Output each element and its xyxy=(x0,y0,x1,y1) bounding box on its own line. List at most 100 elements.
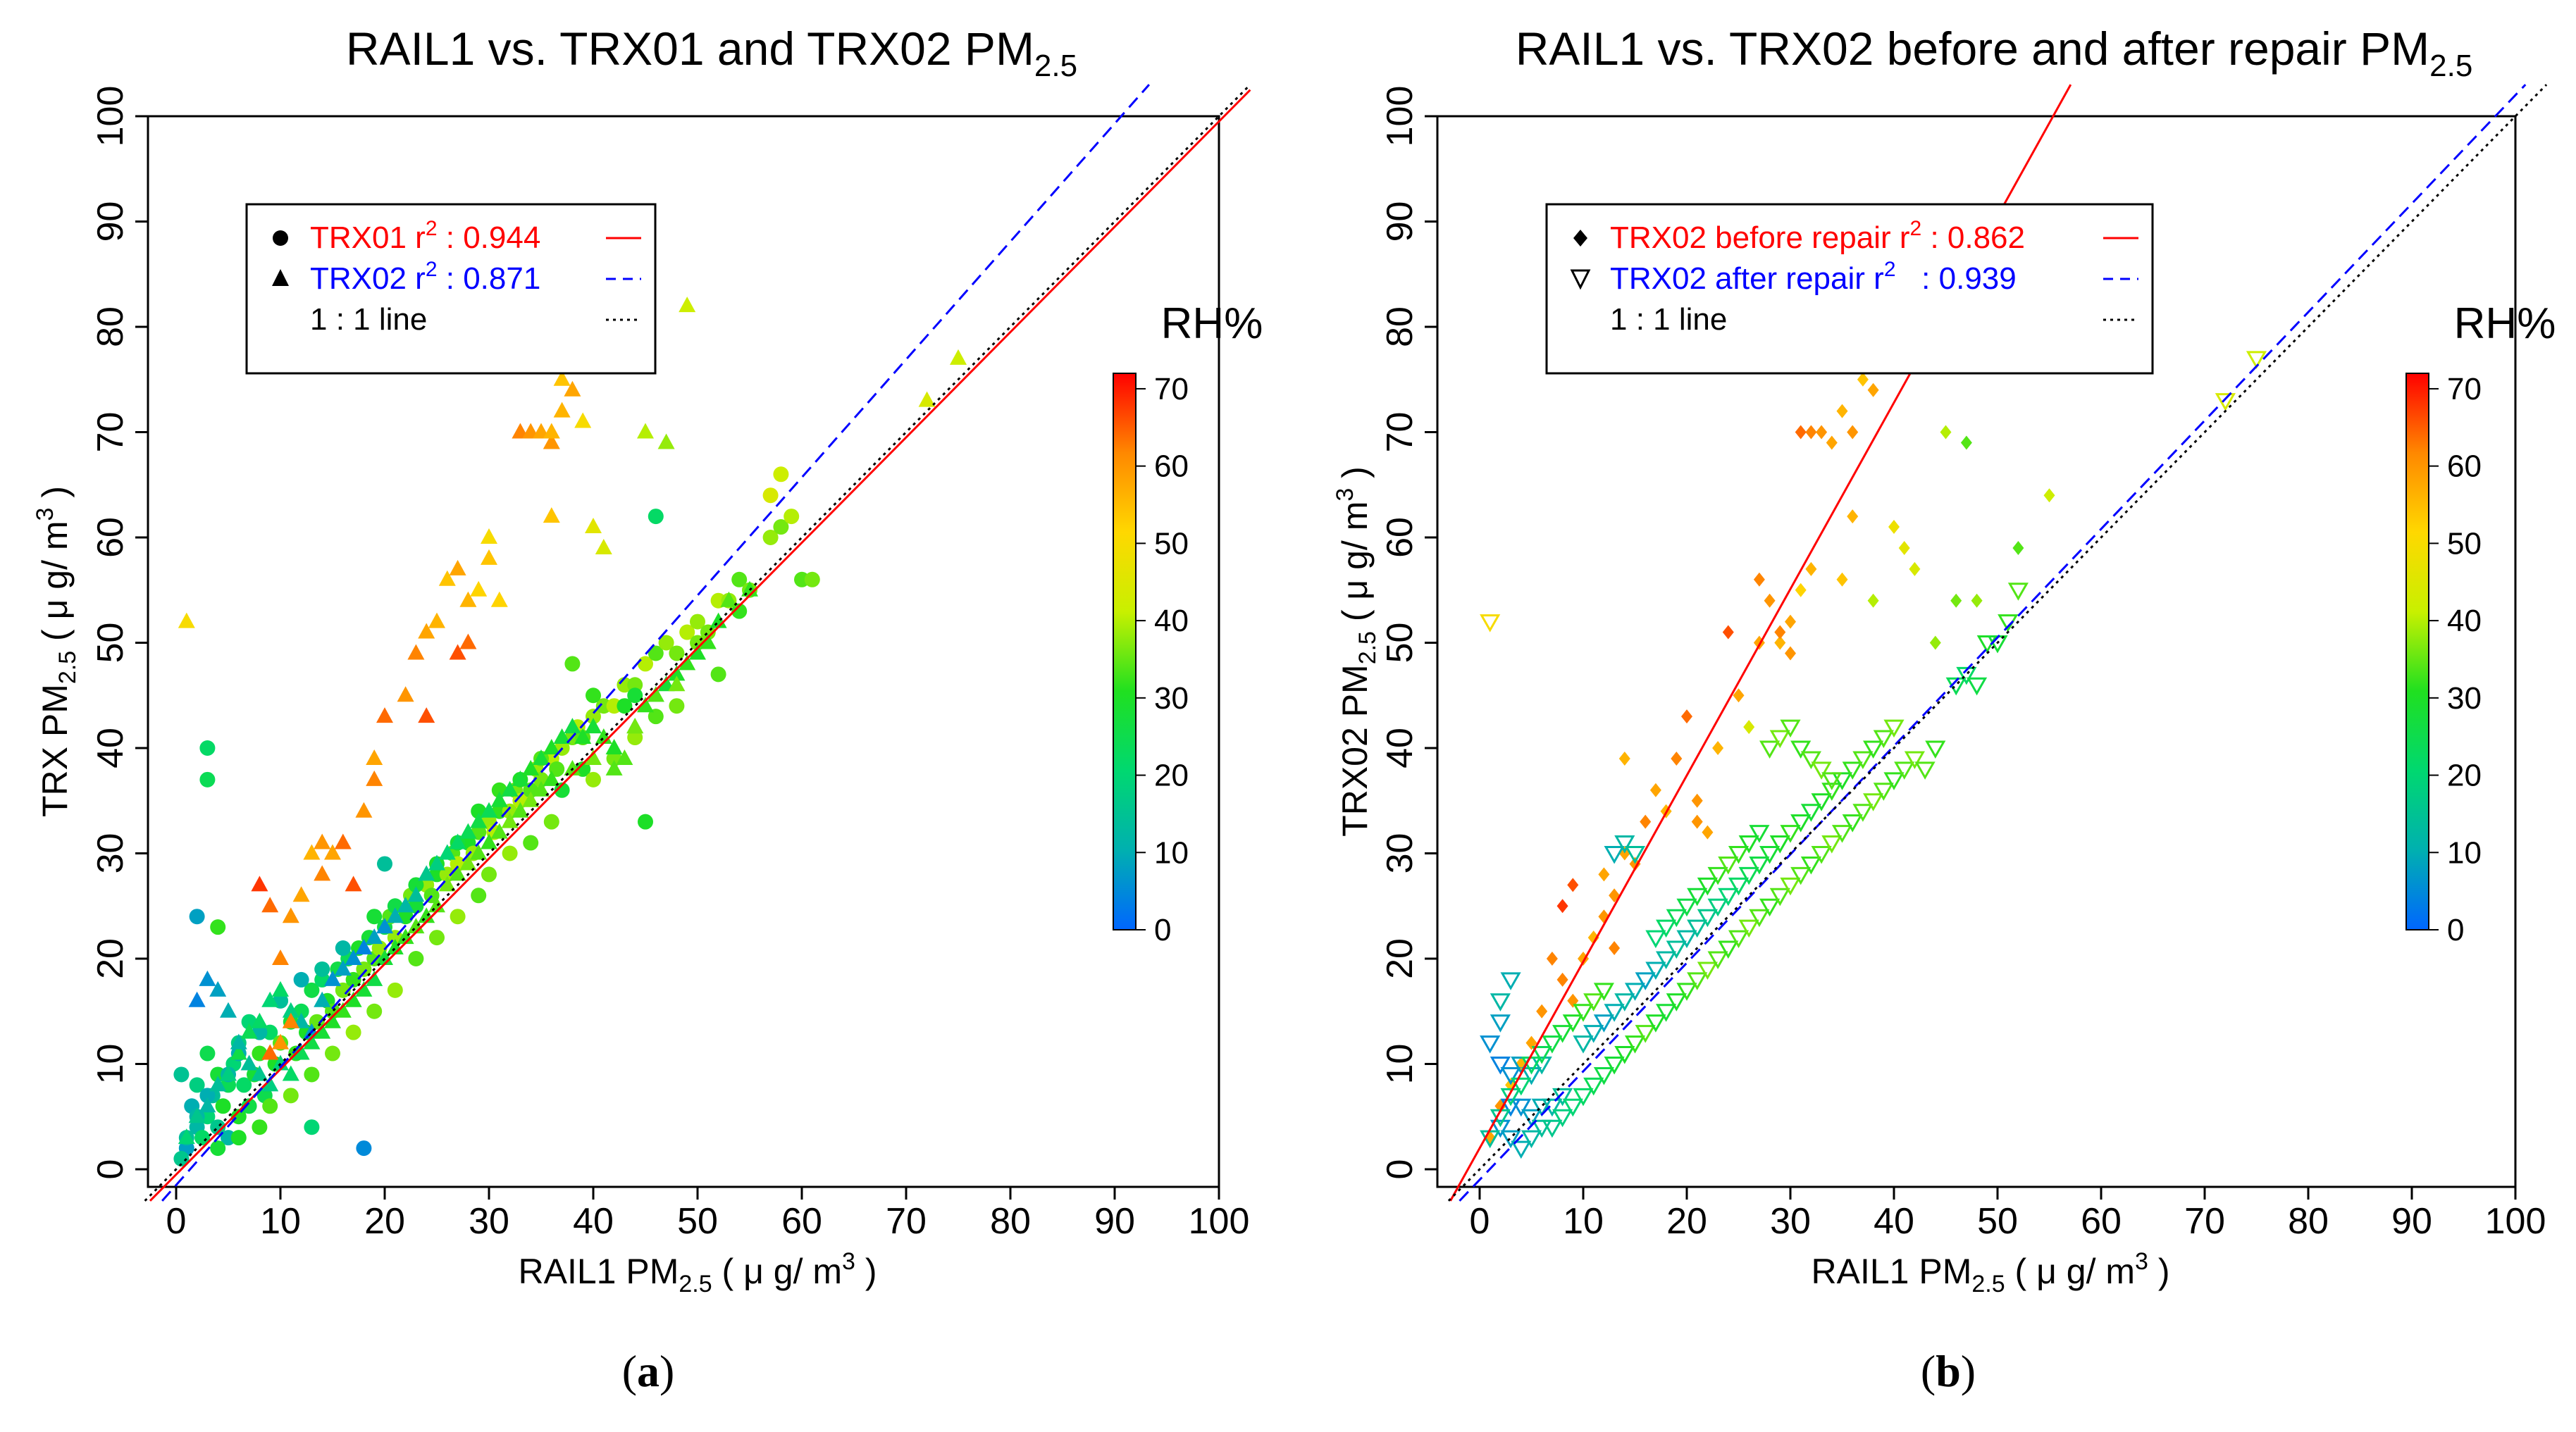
point-trx02-after-repair xyxy=(1749,856,1770,875)
point-trx02-before-repair xyxy=(1888,520,1900,535)
panel-b: RAIL1 vs. TRX02 before and after repair … xyxy=(1332,23,2556,1396)
point-trx02 xyxy=(449,644,466,660)
point-trx02 xyxy=(481,802,497,818)
point-trx02-after-repair xyxy=(1749,825,1770,843)
point-trx01 xyxy=(199,1088,216,1104)
x-axis-a: 0 10 20 30 40 50 60 70 80 90 100 xyxy=(166,1187,1249,1242)
point-trx01 xyxy=(345,1024,361,1040)
point-trx02 xyxy=(501,812,519,828)
point-trx02 xyxy=(386,907,404,923)
point-trx01 xyxy=(638,814,653,830)
x-tick-label: 100 xyxy=(2485,1201,2546,1242)
point-trx02-before-repair xyxy=(1702,825,1714,840)
point-trx02 xyxy=(282,1002,299,1018)
point-trx02-after-repair xyxy=(1780,877,1801,896)
fit-line xyxy=(1447,84,2548,1202)
point-trx02 xyxy=(178,612,195,628)
point-trx02 xyxy=(355,980,373,997)
colorbar-tick-label: 60 xyxy=(2447,449,2482,484)
point-trx02 xyxy=(355,802,373,818)
x-tick-label: 80 xyxy=(990,1201,1031,1242)
point-trx02-before-repair xyxy=(1795,425,1807,440)
point-trx02-before-repair xyxy=(1712,741,1724,755)
point-trx01 xyxy=(471,888,487,904)
point-trx02-before-repair xyxy=(1774,635,1786,650)
point-trx02-after-repair xyxy=(1738,866,1759,885)
point-trx02 xyxy=(282,907,299,923)
point-trx02 xyxy=(470,580,488,597)
point-trx02-after-repair xyxy=(1707,951,1728,970)
point-trx02-before-repair xyxy=(1816,425,1828,440)
y-tick-label: 0 xyxy=(90,1159,131,1180)
point-trx02-after-repair xyxy=(1500,1130,1521,1149)
point-trx02 xyxy=(188,1107,206,1123)
point-trx02 xyxy=(272,950,289,965)
point-trx02 xyxy=(407,886,425,902)
point-trx02-after-repair xyxy=(1780,825,1801,843)
point-trx02 xyxy=(605,759,623,776)
point-trx02-before-repair xyxy=(1805,425,1817,440)
legend-label: 1 : 1 line xyxy=(310,302,427,337)
point-trx01 xyxy=(335,940,351,957)
point-trx02-after-repair xyxy=(1873,783,1894,801)
point-trx01 xyxy=(627,687,643,704)
point-trx02-before-repair xyxy=(1753,572,1765,587)
y-tick-label: 10 xyxy=(1380,1044,1420,1085)
point-trx02-after-repair xyxy=(1831,772,1853,790)
point-trx01 xyxy=(173,1066,190,1083)
point-trx02-after-repair xyxy=(1863,793,1884,811)
point-trx02-after-repair xyxy=(1863,740,1884,759)
point-trx02 xyxy=(657,433,675,449)
point-trx01 xyxy=(502,845,518,861)
point-trx01 xyxy=(690,614,705,630)
panel-a: RAIL1 vs. TRX01 and TRX02 PM2.5 0 10 20 30 4… xyxy=(32,23,1263,1396)
y-tick-label: 60 xyxy=(1380,517,1420,558)
point-trx01 xyxy=(429,930,445,946)
point-trx02 xyxy=(605,739,623,754)
point-trx02 xyxy=(251,1012,268,1028)
point-trx02 xyxy=(470,812,488,828)
point-trx02 xyxy=(543,507,560,523)
point-trx02-after-repair xyxy=(1842,814,1863,833)
legend-marker xyxy=(272,269,289,286)
legend-box xyxy=(1545,203,2154,375)
point-trx02-before-repair xyxy=(1722,625,1734,640)
point-trx02 xyxy=(543,433,560,449)
point-trx02-after-repair xyxy=(1676,898,1697,917)
point-trx02 xyxy=(668,665,686,681)
point-trx02-after-repair xyxy=(1687,888,1708,907)
y-tick-label: 40 xyxy=(90,728,131,768)
legend-label: TRX02 r2 : 0.871 xyxy=(310,258,540,296)
point-trx02-after-repair xyxy=(1718,940,1739,959)
fit-line xyxy=(149,89,1251,1202)
point-trx01 xyxy=(387,982,403,998)
point-trx02 xyxy=(564,380,581,397)
point-trx02-after-repair xyxy=(1821,835,1843,854)
point-trx02-after-repair xyxy=(1521,1057,1542,1075)
colorbar-tick-label: 60 xyxy=(1154,449,1189,484)
colorbar-tick-label: 30 xyxy=(1154,681,1189,716)
point-trx02 xyxy=(720,591,738,607)
y-tick-label: 90 xyxy=(90,201,131,242)
point-trx02-after-repair xyxy=(1780,719,1801,738)
point-trx02 xyxy=(533,780,550,797)
point-trx01 xyxy=(345,971,361,988)
x-tick-label: 10 xyxy=(260,1201,301,1242)
point-trx01 xyxy=(262,1098,278,1114)
point-trx02-before-repair xyxy=(1950,593,1962,608)
point-trx02-after-repair xyxy=(1593,1066,1614,1085)
point-trx01 xyxy=(210,1140,226,1157)
point-trx02-after-repair xyxy=(1811,761,1832,780)
point-trx02-before-repair xyxy=(1929,635,1941,650)
point-trx02-after-repair xyxy=(1656,919,1677,938)
point-trx01 xyxy=(304,982,320,998)
title-b: RAIL1 vs. TRX02 before and after repair … xyxy=(1516,23,2473,83)
point-trx02-before-repair xyxy=(1971,593,1983,608)
point-trx02 xyxy=(418,707,435,723)
point-trx02-before-repair xyxy=(1836,572,1848,587)
point-trx02-after-repair xyxy=(1749,909,1770,928)
point-trx02-after-repair xyxy=(2215,393,2236,411)
point-trx02-after-repair xyxy=(1852,804,1874,822)
point-trx02-before-repair xyxy=(1785,614,1796,629)
point-trx02-after-repair xyxy=(1614,993,1635,1011)
